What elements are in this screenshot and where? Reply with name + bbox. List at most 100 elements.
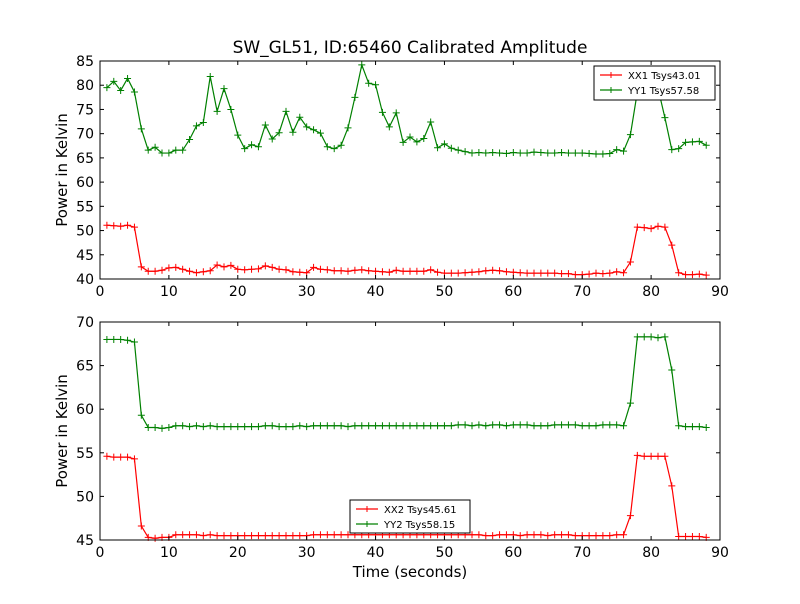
data-point-marker (530, 269, 538, 277)
data-point-marker (454, 269, 462, 277)
data-point-marker (165, 264, 173, 272)
data-point-marker (406, 267, 414, 275)
data-point-marker (358, 422, 366, 430)
data-point-marker (227, 261, 235, 269)
data-point-marker (275, 129, 283, 137)
data-point-marker (186, 267, 194, 275)
data-point-marker (496, 421, 504, 429)
y-tick-label: 55 (76, 199, 94, 215)
data-point-marker (151, 143, 159, 151)
data-point-marker (675, 145, 683, 153)
data-point-marker (151, 424, 159, 432)
data-point-marker (523, 531, 531, 539)
data-point-marker (172, 422, 180, 430)
data-point-marker (626, 258, 634, 266)
data-point-marker (241, 532, 249, 540)
data-point-marker (606, 269, 614, 277)
data-point-marker (420, 422, 428, 430)
data-point-marker (496, 149, 504, 157)
data-point-marker (117, 453, 125, 461)
data-point-marker (516, 149, 524, 157)
data-point-marker (103, 335, 111, 343)
data-point-marker (502, 531, 510, 539)
data-point-marker (378, 422, 386, 430)
data-point-marker (268, 135, 276, 143)
data-point-marker (172, 263, 180, 271)
data-point-marker (130, 88, 138, 96)
data-point-marker (268, 263, 276, 271)
data-point-marker (599, 270, 607, 278)
data-point-marker (509, 268, 517, 276)
data-point-marker (316, 422, 324, 430)
data-point-marker (516, 269, 524, 277)
data-point-marker (282, 423, 290, 431)
data-point-marker (103, 452, 111, 460)
data-point-marker (578, 422, 586, 430)
data-point-marker (661, 452, 669, 460)
data-point-marker (220, 85, 228, 93)
y-tick-label: 60 (76, 402, 94, 418)
data-point-marker (523, 269, 531, 277)
data-point-marker (282, 532, 290, 540)
data-point-marker (640, 224, 648, 232)
data-point-marker (702, 141, 710, 149)
data-point-marker (502, 268, 510, 276)
data-point-marker (537, 149, 545, 157)
x-tick-label: 0 (96, 284, 105, 300)
data-point-marker (454, 421, 462, 429)
data-point-marker (654, 334, 662, 342)
data-point-marker (633, 451, 641, 459)
data-point-marker (248, 423, 256, 431)
data-point-marker (186, 423, 194, 431)
data-point-marker (385, 422, 393, 430)
data-point-marker (192, 269, 200, 277)
data-point-marker (523, 421, 531, 429)
data-point-marker (330, 267, 338, 275)
plot-frame (99, 60, 721, 280)
data-point-marker (564, 531, 572, 539)
data-point-marker (213, 423, 221, 431)
data-point-marker (558, 270, 566, 278)
data-point-marker (475, 268, 483, 276)
data-point-marker (447, 144, 455, 152)
data-point-marker (537, 422, 545, 430)
data-point-marker (206, 267, 214, 275)
data-point-marker (427, 422, 435, 430)
data-point-marker (647, 452, 655, 460)
data-point-marker (544, 532, 552, 540)
data-point-marker (137, 522, 145, 530)
data-point-marker (358, 61, 366, 69)
data-point-marker (399, 267, 407, 275)
data-point-marker (606, 532, 614, 540)
data-point-marker (234, 423, 242, 431)
data-point-marker (558, 421, 566, 429)
data-point-marker (551, 421, 559, 429)
data-point-marker (599, 532, 607, 540)
data-point-marker (144, 146, 152, 154)
x-tick-label: 80 (642, 545, 660, 561)
data-point-marker (344, 267, 352, 275)
data-point-marker (675, 533, 683, 541)
data-point-marker (165, 149, 173, 157)
data-point-marker (213, 261, 221, 269)
data-point-marker (585, 150, 593, 158)
data-point-marker (585, 270, 593, 278)
data-point-marker (144, 424, 152, 432)
legend-marker (608, 72, 614, 78)
data-point-marker (516, 532, 524, 540)
data-point-marker (337, 422, 345, 430)
data-point-marker (675, 269, 683, 277)
data-point-marker (186, 531, 194, 539)
data-point-marker (571, 421, 579, 429)
legend-label: XX1 Tsys43.01 (628, 71, 701, 82)
data-point-marker (117, 87, 125, 95)
series-2-1 (103, 451, 710, 542)
legend-marker (364, 521, 370, 527)
x-tick-label: 90 (711, 545, 729, 561)
data-point-marker (482, 532, 490, 540)
data-point-marker (434, 422, 442, 430)
x-tick-label: 20 (229, 545, 247, 561)
data-point-marker (475, 531, 483, 539)
data-point-marker (268, 532, 276, 540)
x-tick-label: 10 (160, 545, 178, 561)
